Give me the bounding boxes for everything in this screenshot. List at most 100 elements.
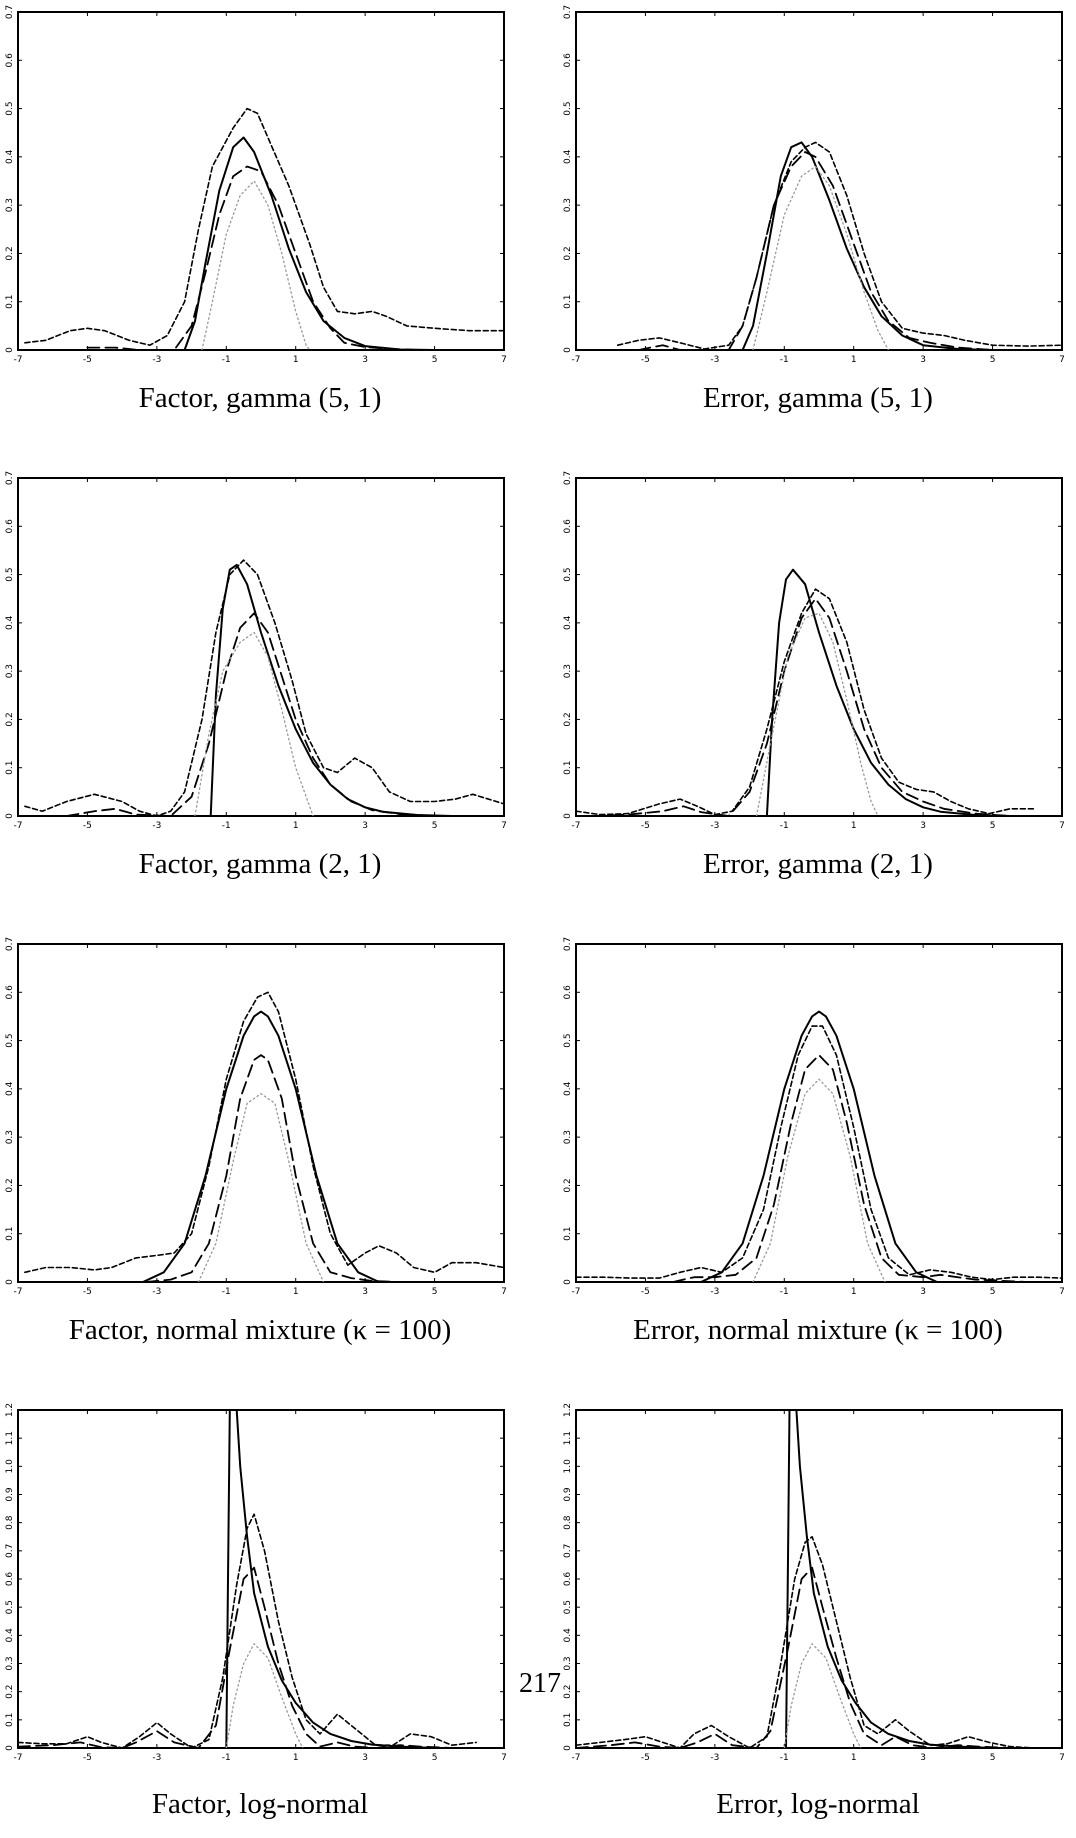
x-tick-label: 5 — [432, 1753, 438, 1763]
x-tick-label: 1 — [293, 821, 299, 831]
y-tick-label: 0.4 — [563, 149, 573, 164]
y-tick-label: 0.6 — [563, 519, 573, 534]
x-tick-label: -5 — [83, 355, 92, 365]
x-tick-label: -3 — [152, 1287, 161, 1297]
y-tick-label: 0.2 — [563, 246, 573, 260]
y-tick-label: 0 — [563, 813, 573, 819]
y-tick-label: 0.5 — [563, 1033, 573, 1047]
series-short-dashed-line — [576, 1536, 1035, 1748]
series-solid-line — [225, 1410, 231, 1748]
series-group — [576, 568, 1035, 816]
x-tick-label: 1 — [851, 821, 857, 831]
x-tick-label: 3 — [920, 1753, 926, 1763]
y-tick-label: 0.3 — [5, 198, 15, 212]
chart-caption: Error, normal mixture (κ = 100) — [633, 1314, 1003, 1346]
y-tick-label: 0.7 — [5, 1544, 15, 1558]
series-group — [576, 1410, 1035, 1748]
series-solid-line — [795, 1410, 994, 1748]
plot-frame — [17, 477, 505, 817]
y-tick-label: 0.7 — [563, 5, 573, 19]
series-solid-line — [700, 1010, 938, 1282]
y-tick-label: 0.1 — [5, 761, 15, 775]
x-tick-label: -7 — [14, 1753, 23, 1763]
x-tick-label: 7 — [501, 1287, 507, 1297]
x-tick-label: -7 — [572, 355, 581, 365]
x-tick-label: 1 — [293, 1753, 299, 1763]
x-tick-label: 5 — [990, 1287, 996, 1297]
y-tick-label: 0.8 — [5, 1515, 15, 1530]
x-tick-label: -7 — [14, 821, 23, 831]
y-tick-label: 0.9 — [563, 1487, 573, 1502]
y-tick-label: 0.4 — [5, 1628, 15, 1643]
x-tick-label: -5 — [641, 355, 650, 365]
x-tick-label: 5 — [990, 1753, 996, 1763]
x-tick-label: -5 — [83, 1753, 92, 1763]
y-tick-label: 0.2 — [563, 1685, 573, 1699]
plot-frame — [17, 1409, 505, 1749]
x-tick-label: 7 — [501, 821, 507, 831]
plot-frame — [575, 943, 1063, 1283]
y-tick-label: 0.1 — [563, 1713, 573, 1727]
y-tick-label: 0.2 — [5, 712, 15, 726]
series-short-dashed-line — [24, 559, 504, 816]
y-tick-label: 0.1 — [5, 295, 15, 309]
x-tick-label: 5 — [990, 821, 996, 831]
chart-panel: -7 -5 -3 -1 1 3 5 7 0 0.1 0.2 0.3 0.4 0.5 0.6 0.7 Factor… — [0, 0, 520, 440]
series-group — [24, 991, 504, 1282]
y-tick-label: 1.0 — [563, 1459, 573, 1474]
chart-caption: Factor, normal mixture (κ = 100) — [68, 1314, 452, 1346]
y-tick-label: 1.1 — [5, 1431, 15, 1445]
y-tick-label: 0.1 — [563, 761, 573, 775]
y-tick-label: 0.2 — [5, 1685, 15, 1699]
chart-caption: Error, log-normal — [716, 1788, 920, 1820]
y-tick-label: 0.6 — [5, 53, 15, 68]
y-tick-label: 0 — [563, 347, 573, 353]
chart-panel: -7 -5 -3 -1 1 3 5 7 0 0.1 0.2 0.3 0.4 0.5 0.6 0.7 0.8 0.9… — [0, 1398, 520, 1838]
y-tick-label: 0.5 — [5, 1033, 15, 1047]
y-tick-label: 0.6 — [5, 519, 15, 534]
y-tick-label: 0.3 — [5, 664, 15, 678]
y-tick-label: 0.6 — [563, 985, 573, 1000]
series-solid-line — [741, 141, 994, 350]
y-tick-label: 0.5 — [5, 101, 15, 115]
series-solid-line — [235, 1410, 436, 1748]
y-tick-label: 0.7 — [563, 471, 573, 485]
chart-panel: -7 -5 -3 -1 1 3 5 7 0 0.1 0.2 0.3 0.4 0.5 0.6 0.7 Error,… — [558, 0, 1076, 440]
x-tick-label: 1 — [293, 355, 299, 365]
x-tick-label: 7 — [1059, 1753, 1065, 1763]
y-tick-label: 0.7 — [5, 5, 15, 19]
x-tick-label: -7 — [572, 1287, 581, 1297]
y-tick-label: 0.1 — [5, 1713, 15, 1727]
series-dashed-line — [86, 165, 419, 350]
chart-svg: -7 -5 -3 -1 1 3 5 7 0 0.1 0.2 0.3 0.4 0.5 0.6 0.7 — [563, 471, 1065, 831]
chart-svg: -7 -5 -3 -1 1 3 5 7 0 0.1 0.2 0.3 0.4 0.5 0.6 0.7 — [563, 5, 1065, 365]
series-group — [18, 1410, 477, 1748]
y-tick-label: 0.1 — [5, 1227, 15, 1241]
x-tick-label: 3 — [362, 355, 368, 365]
x-tick-label: -5 — [641, 821, 650, 831]
x-tick-label: -1 — [780, 1287, 789, 1297]
chart-svg: -7 -5 -3 -1 1 3 5 7 0 0.1 0.2 0.3 0.4 0.5 0.6 0.7 — [5, 937, 507, 1297]
series-solid-line — [785, 1410, 791, 1748]
chart-caption: Factor, gamma (5, 1) — [138, 382, 382, 414]
x-tick-label: -3 — [710, 1753, 719, 1763]
series-group — [24, 559, 504, 816]
x-tick-label: -7 — [14, 1287, 23, 1297]
x-tick-label: 7 — [1059, 821, 1065, 831]
y-tick-label: 1.2 — [5, 1403, 15, 1417]
x-tick-label: -7 — [572, 1753, 581, 1763]
chart-caption: Error, gamma (2, 1) — [703, 848, 933, 880]
series-dotted-line — [752, 165, 890, 350]
y-tick-label: 0.7 — [5, 471, 15, 485]
y-tick-label: 0.6 — [5, 1572, 15, 1587]
x-tick-label: -1 — [222, 1753, 231, 1763]
chart-caption: Error, gamma (5, 1) — [703, 382, 933, 414]
x-tick-label: 3 — [920, 1287, 926, 1297]
chart-caption: Factor, gamma (2, 1) — [138, 848, 382, 880]
x-tick-label: 3 — [362, 821, 368, 831]
y-tick-label: 0.5 — [563, 101, 573, 115]
x-tick-label: -5 — [83, 821, 92, 831]
y-tick-label: 0.4 — [563, 615, 573, 630]
y-tick-label: 0 — [5, 347, 15, 353]
chart-svg: -7 -5 -3 -1 1 3 5 7 0 0.1 0.2 0.3 0.4 0.5 0.6 0.7 — [563, 937, 1065, 1297]
